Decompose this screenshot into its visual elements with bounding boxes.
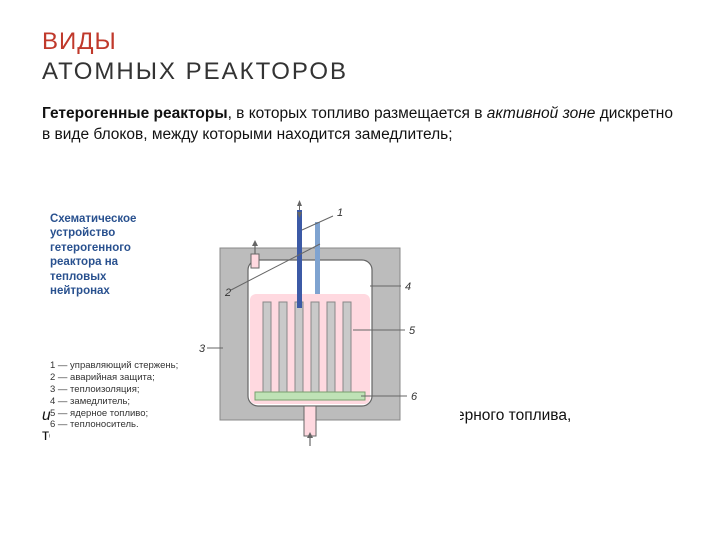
control-rod bbox=[297, 210, 302, 308]
term-active-zone: активной зоне bbox=[487, 105, 596, 122]
safety-rod bbox=[315, 222, 320, 294]
svg-text:6: 6 bbox=[411, 391, 418, 403]
inlet-pipe bbox=[304, 406, 316, 436]
svg-text:1: 1 bbox=[337, 207, 343, 219]
svg-text:3: 3 bbox=[199, 343, 206, 355]
bottom-plate bbox=[255, 392, 365, 400]
reactor-diagram-svg: 1 2 3 4 5 6 bbox=[185, 200, 435, 450]
diagram-caption: Схематическое устройство гетерогенного р… bbox=[50, 212, 155, 298]
svg-text:5: 5 bbox=[409, 325, 416, 337]
reactor-diagram-panel: Схематическое устройство гетерогенного р… bbox=[50, 200, 460, 460]
svg-text:4: 4 bbox=[405, 281, 411, 293]
title-line-2: АТОМНЫХ РЕАКТОРОВ bbox=[42, 58, 678, 86]
svg-text:2: 2 bbox=[224, 287, 231, 299]
para-heterogeneous: Гетерогенные реакторы, в которых топливо… bbox=[42, 104, 678, 146]
title-line-1: ВИДЫ bbox=[42, 28, 678, 56]
term-heterogeneous: Гетерогенные реакторы bbox=[42, 105, 228, 122]
